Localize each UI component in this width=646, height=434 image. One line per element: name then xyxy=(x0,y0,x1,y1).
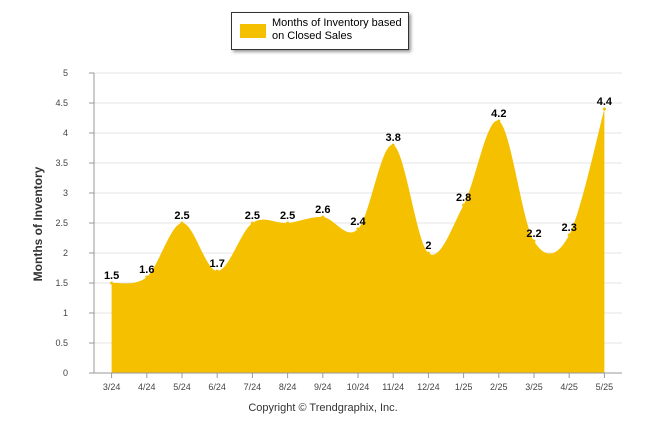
data-point xyxy=(356,227,360,231)
x-tick-label: 10/24 xyxy=(347,382,370,392)
data-label: 1.5 xyxy=(104,270,119,282)
data-point xyxy=(532,239,536,243)
x-tick-label: 5/24 xyxy=(173,382,191,392)
data-point xyxy=(426,251,430,255)
data-point xyxy=(110,281,114,285)
data-label: 4.4 xyxy=(597,96,613,108)
x-tick-label: 7/24 xyxy=(244,382,262,392)
data-point xyxy=(286,221,290,225)
data-label: 2.5 xyxy=(280,210,295,222)
data-label: 2.5 xyxy=(174,210,189,222)
y-tick-label: 4.5 xyxy=(55,98,68,108)
data-label: 1.6 xyxy=(139,264,154,276)
x-tick-label: 6/24 xyxy=(208,382,226,392)
x-tick-label: 5/25 xyxy=(596,382,614,392)
legend-swatch xyxy=(240,24,266,38)
data-point xyxy=(215,269,219,273)
y-tick-label: 2.5 xyxy=(55,218,68,228)
data-label: 2.2 xyxy=(526,228,541,240)
x-tick-label: 11/24 xyxy=(382,382,404,392)
x-tick-label: 8/24 xyxy=(279,382,297,392)
data-label: 2.6 xyxy=(315,204,330,216)
legend: Months of Inventory based on Closed Sale… xyxy=(231,12,409,50)
data-point xyxy=(602,107,606,111)
data-label: 4.2 xyxy=(491,108,506,120)
x-tick-label: 3/24 xyxy=(103,382,121,392)
data-point xyxy=(145,275,149,279)
y-tick-label: 1 xyxy=(63,308,68,318)
x-tick-label: 2/25 xyxy=(490,382,508,392)
y-axis-label: Months of Inventory xyxy=(31,166,45,282)
data-point xyxy=(567,233,571,237)
y-tick-label: 0 xyxy=(63,368,68,378)
y-tick-label: 3.5 xyxy=(55,158,68,168)
data-label: 3.8 xyxy=(386,132,401,144)
x-tick-label: 12/24 xyxy=(417,382,440,392)
data-point xyxy=(321,215,325,219)
y-tick-label: 3 xyxy=(63,188,68,198)
y-tick-label: 1.5 xyxy=(55,278,68,288)
copyright-text: Copyright © Trendgraphix, Inc. xyxy=(248,402,398,414)
data-label: 2.5 xyxy=(245,210,260,222)
data-label: 2.3 xyxy=(562,222,577,234)
y-tick-label: 0.5 xyxy=(55,338,68,348)
axes: 0 0.5 1 1.5 2 2.5 3 3.5 4 4.5 5 3/24 4/24 5/24 6/24 7/2… xyxy=(55,68,622,392)
data-point xyxy=(180,221,184,225)
area-series xyxy=(110,107,606,373)
data-label: 2 xyxy=(425,240,431,252)
data-label: 2.4 xyxy=(350,216,366,228)
x-tick-label: 9/24 xyxy=(314,382,332,392)
y-tick-label: 4 xyxy=(63,128,68,138)
area-fill xyxy=(111,109,605,373)
x-tick-label: 3/25 xyxy=(525,382,543,392)
legend-label: Months of Inventory based on Closed Sale… xyxy=(272,17,402,42)
y-tick-label: 2 xyxy=(63,248,68,258)
data-point xyxy=(391,143,395,147)
x-tick-label: 1/25 xyxy=(455,382,473,392)
data-label: 2.8 xyxy=(456,192,471,204)
data-labels: 1.5 1.6 2.5 1.7 2.5 2.5 2.6 2.4 3.8 2 2.8 4.2 2.2 2.3… xyxy=(104,96,613,282)
data-point xyxy=(462,203,466,207)
data-point xyxy=(250,221,254,225)
data-label: 1.7 xyxy=(210,258,225,270)
data-point xyxy=(497,119,501,123)
y-tick-label: 5 xyxy=(63,68,68,78)
x-tick-label: 4/25 xyxy=(560,382,578,392)
x-tick-label: 4/24 xyxy=(138,382,156,392)
